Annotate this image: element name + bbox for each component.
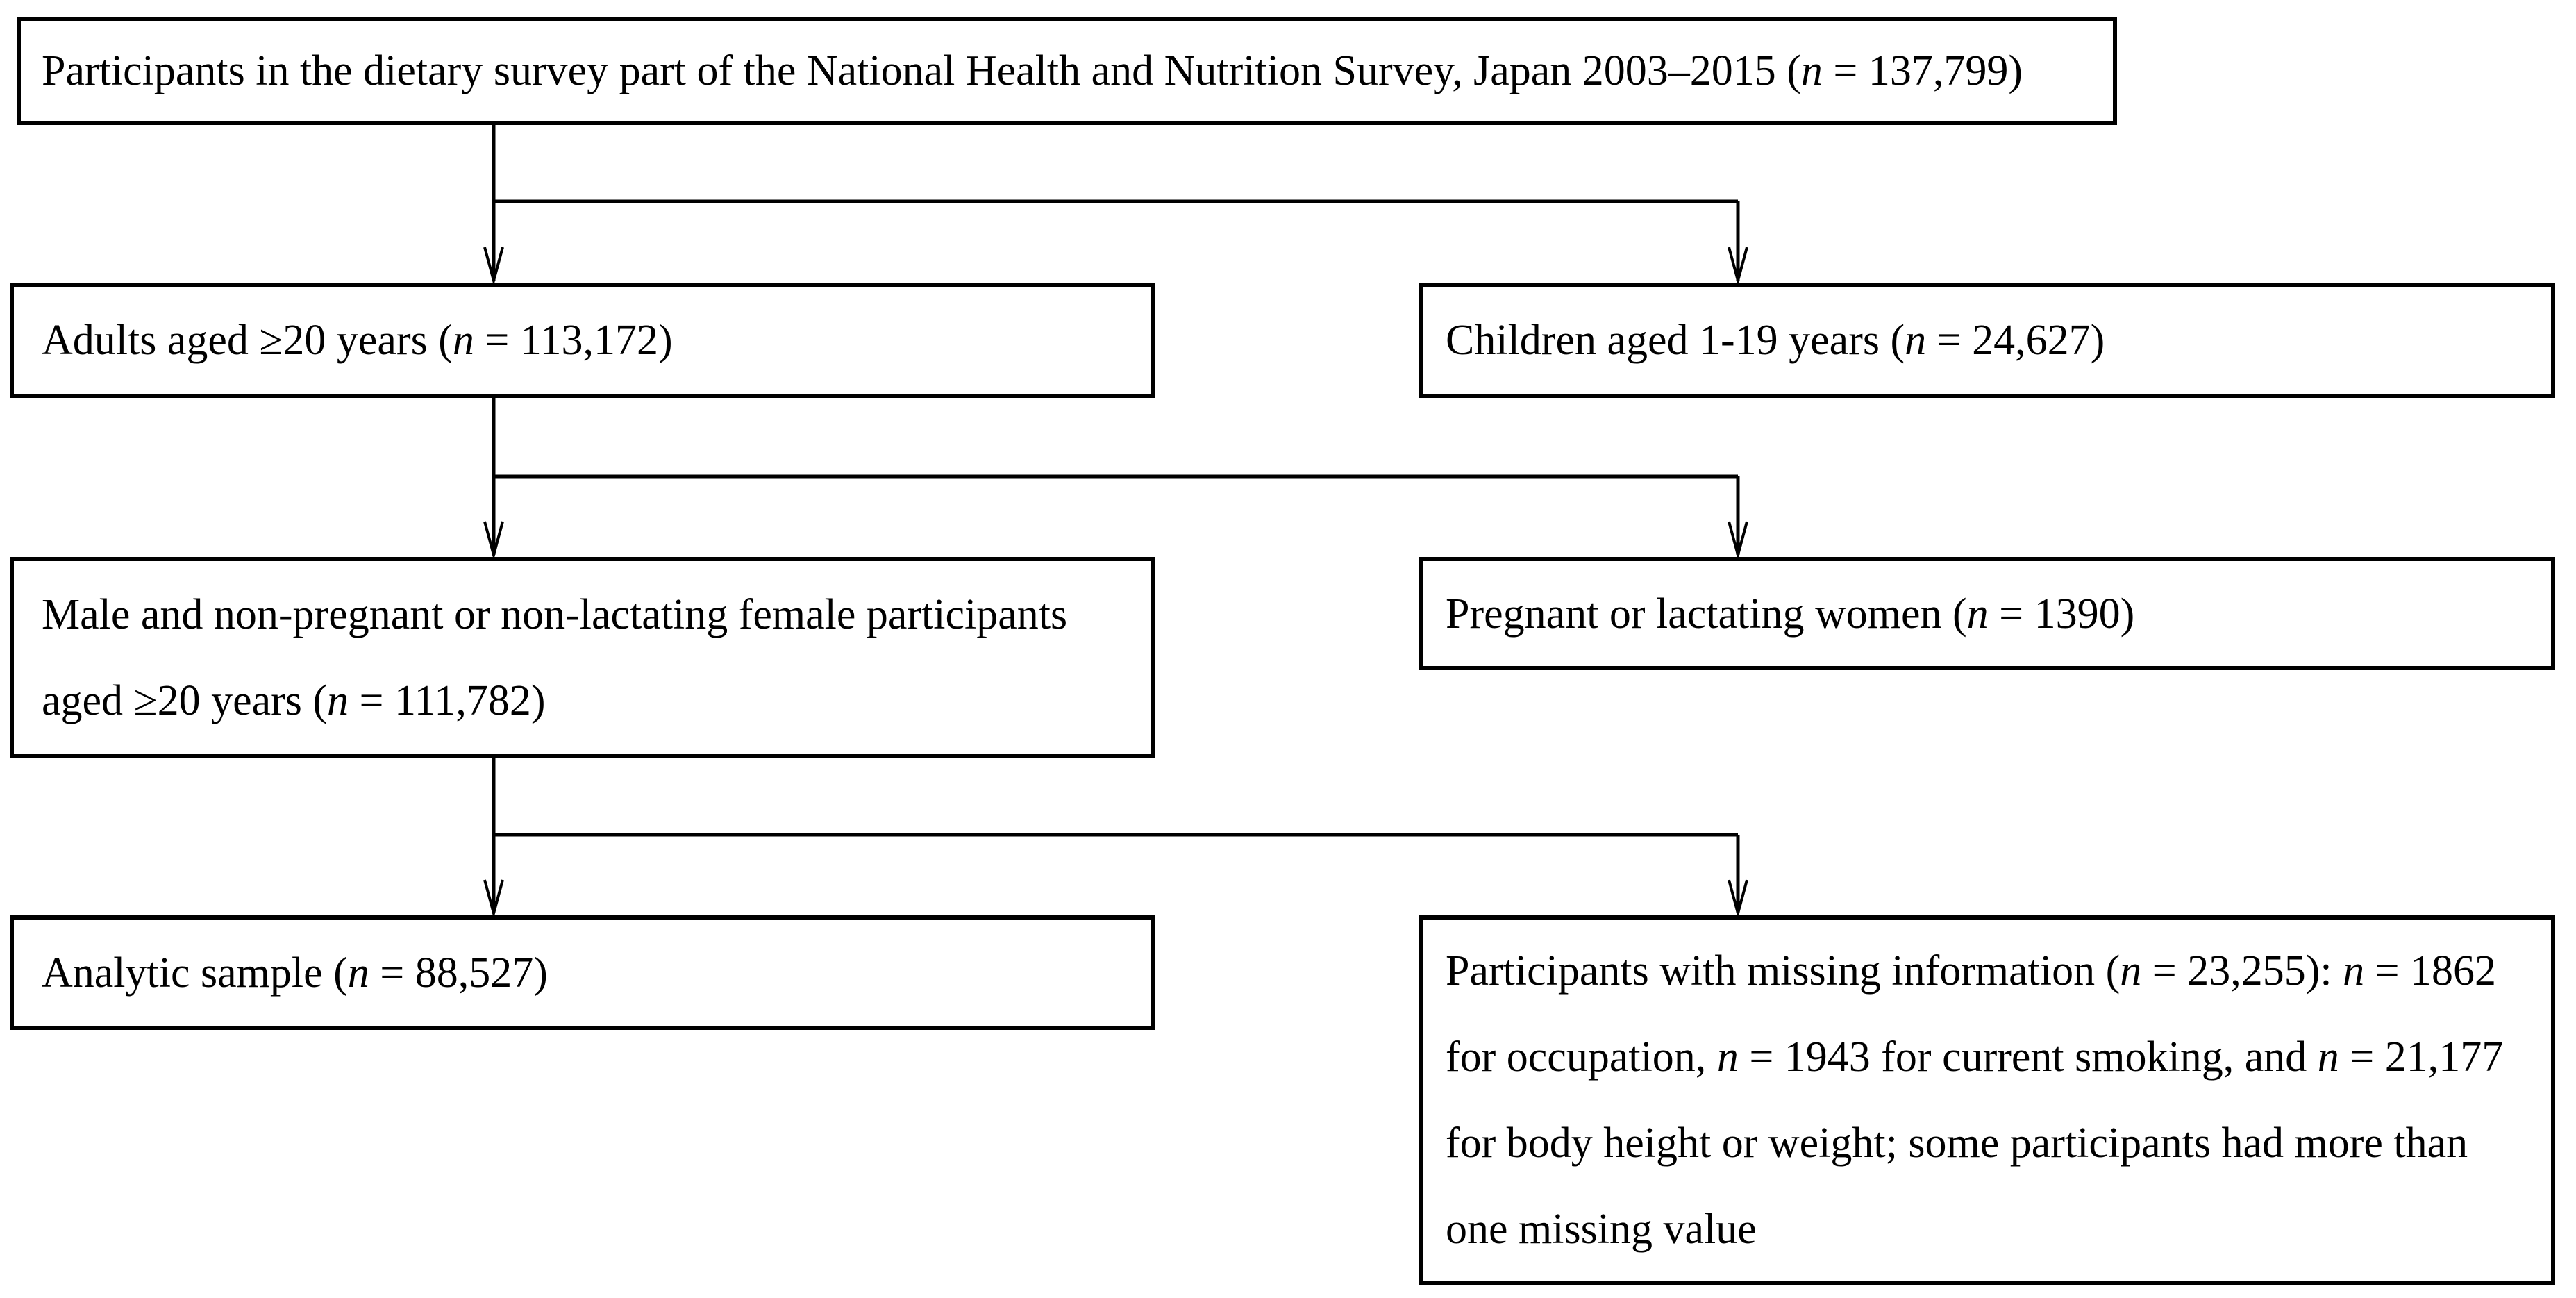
box-eligible-participants: Male and non-pregnant or non-lactating f… bbox=[10, 557, 1155, 758]
text-segment: Children aged 1-19 years ( bbox=[1446, 317, 1905, 364]
arrowhead-down-icon bbox=[1728, 247, 1748, 286]
box-pregnant-lactating-excluded: Pregnant or lactating women (n = 1390) bbox=[1419, 557, 2555, 670]
text-segment: = 24,627) bbox=[1926, 317, 2105, 364]
text-segment: = 21,177 bbox=[2339, 1033, 2504, 1081]
box-analytic-sample: Analytic sample (n = 88,527) bbox=[10, 915, 1155, 1030]
box-children-excluded-text: Children aged 1-19 years (n = 24,627) bbox=[1423, 297, 2105, 383]
text-segment: = 137,799) bbox=[1822, 47, 2023, 94]
connector-eligible-to-missing bbox=[494, 833, 1748, 919]
box-analytic-sample-text: Analytic sample (n = 88,527) bbox=[14, 930, 548, 1016]
italic-n: n bbox=[452, 317, 474, 364]
text-segment: = 1862 bbox=[2364, 947, 2497, 995]
connector-total-to-children bbox=[494, 199, 1748, 286]
italic-n: n bbox=[1716, 1033, 1739, 1081]
text-segment: for body height or weight; some particip… bbox=[1446, 1120, 2468, 1167]
box-total-participants-text: Participants in the dietary survey part … bbox=[21, 28, 2023, 114]
text-segment: Participants in the dietary survey part … bbox=[42, 47, 1801, 94]
italic-n: n bbox=[1966, 590, 1989, 638]
italic-n: n bbox=[347, 949, 369, 997]
arrowhead-down-icon bbox=[483, 247, 504, 286]
text-segment: Analytic sample ( bbox=[42, 949, 348, 997]
text-segment: = 88,527) bbox=[369, 949, 548, 997]
box-children-excluded: Children aged 1-19 years (n = 24,627) bbox=[1419, 283, 2555, 398]
arrowhead-down-icon bbox=[1728, 879, 1748, 919]
italic-n: n bbox=[2120, 947, 2142, 995]
text-segment: Adults aged ≥20 years ( bbox=[42, 317, 453, 364]
box-missing-information-excluded: Participants with missing information (n… bbox=[1419, 915, 2555, 1285]
arrowhead-down-icon bbox=[483, 521, 504, 560]
italic-n: n bbox=[1905, 317, 1927, 364]
arrowhead-down-icon bbox=[1728, 521, 1748, 560]
connector-adults-to-pregnant bbox=[494, 474, 1748, 560]
text-segment: for occupation, bbox=[1446, 1033, 1717, 1081]
box-total-participants: Participants in the dietary survey part … bbox=[17, 17, 2117, 125]
box-missing-information-excluded-text: Participants with missing information (n… bbox=[1423, 928, 2503, 1272]
italic-n: n bbox=[2317, 1033, 2339, 1081]
box-pregnant-lactating-excluded-text: Pregnant or lactating women (n = 1390) bbox=[1423, 571, 2134, 657]
text-segment: Pregnant or lactating women ( bbox=[1446, 590, 1967, 638]
text-segment: = 1390) bbox=[1988, 590, 2135, 638]
italic-n: n bbox=[2343, 947, 2365, 995]
box-adults: Adults aged ≥20 years (n = 113,172) bbox=[10, 283, 1155, 398]
text-segment: Participants with missing information ( bbox=[1446, 947, 2121, 995]
text-segment: Male and non-pregnant or non-lactating f… bbox=[42, 591, 1068, 638]
text-segment: = 23,255): bbox=[2141, 947, 2343, 995]
text-segment: aged ≥20 years ( bbox=[42, 677, 328, 724]
box-adults-text: Adults aged ≥20 years (n = 113,172) bbox=[14, 297, 673, 383]
text-segment: = 1943 for current smoking, and bbox=[1738, 1033, 2318, 1081]
text-segment: = 113,172) bbox=[474, 317, 673, 364]
italic-n: n bbox=[1800, 47, 1823, 94]
arrowhead-down-icon bbox=[483, 879, 504, 919]
italic-n: n bbox=[327, 677, 349, 724]
text-segment: one missing value bbox=[1446, 1206, 1757, 1253]
box-eligible-participants-text: Male and non-pregnant or non-lactating f… bbox=[14, 572, 1067, 744]
text-segment: = 111,782) bbox=[349, 677, 546, 724]
